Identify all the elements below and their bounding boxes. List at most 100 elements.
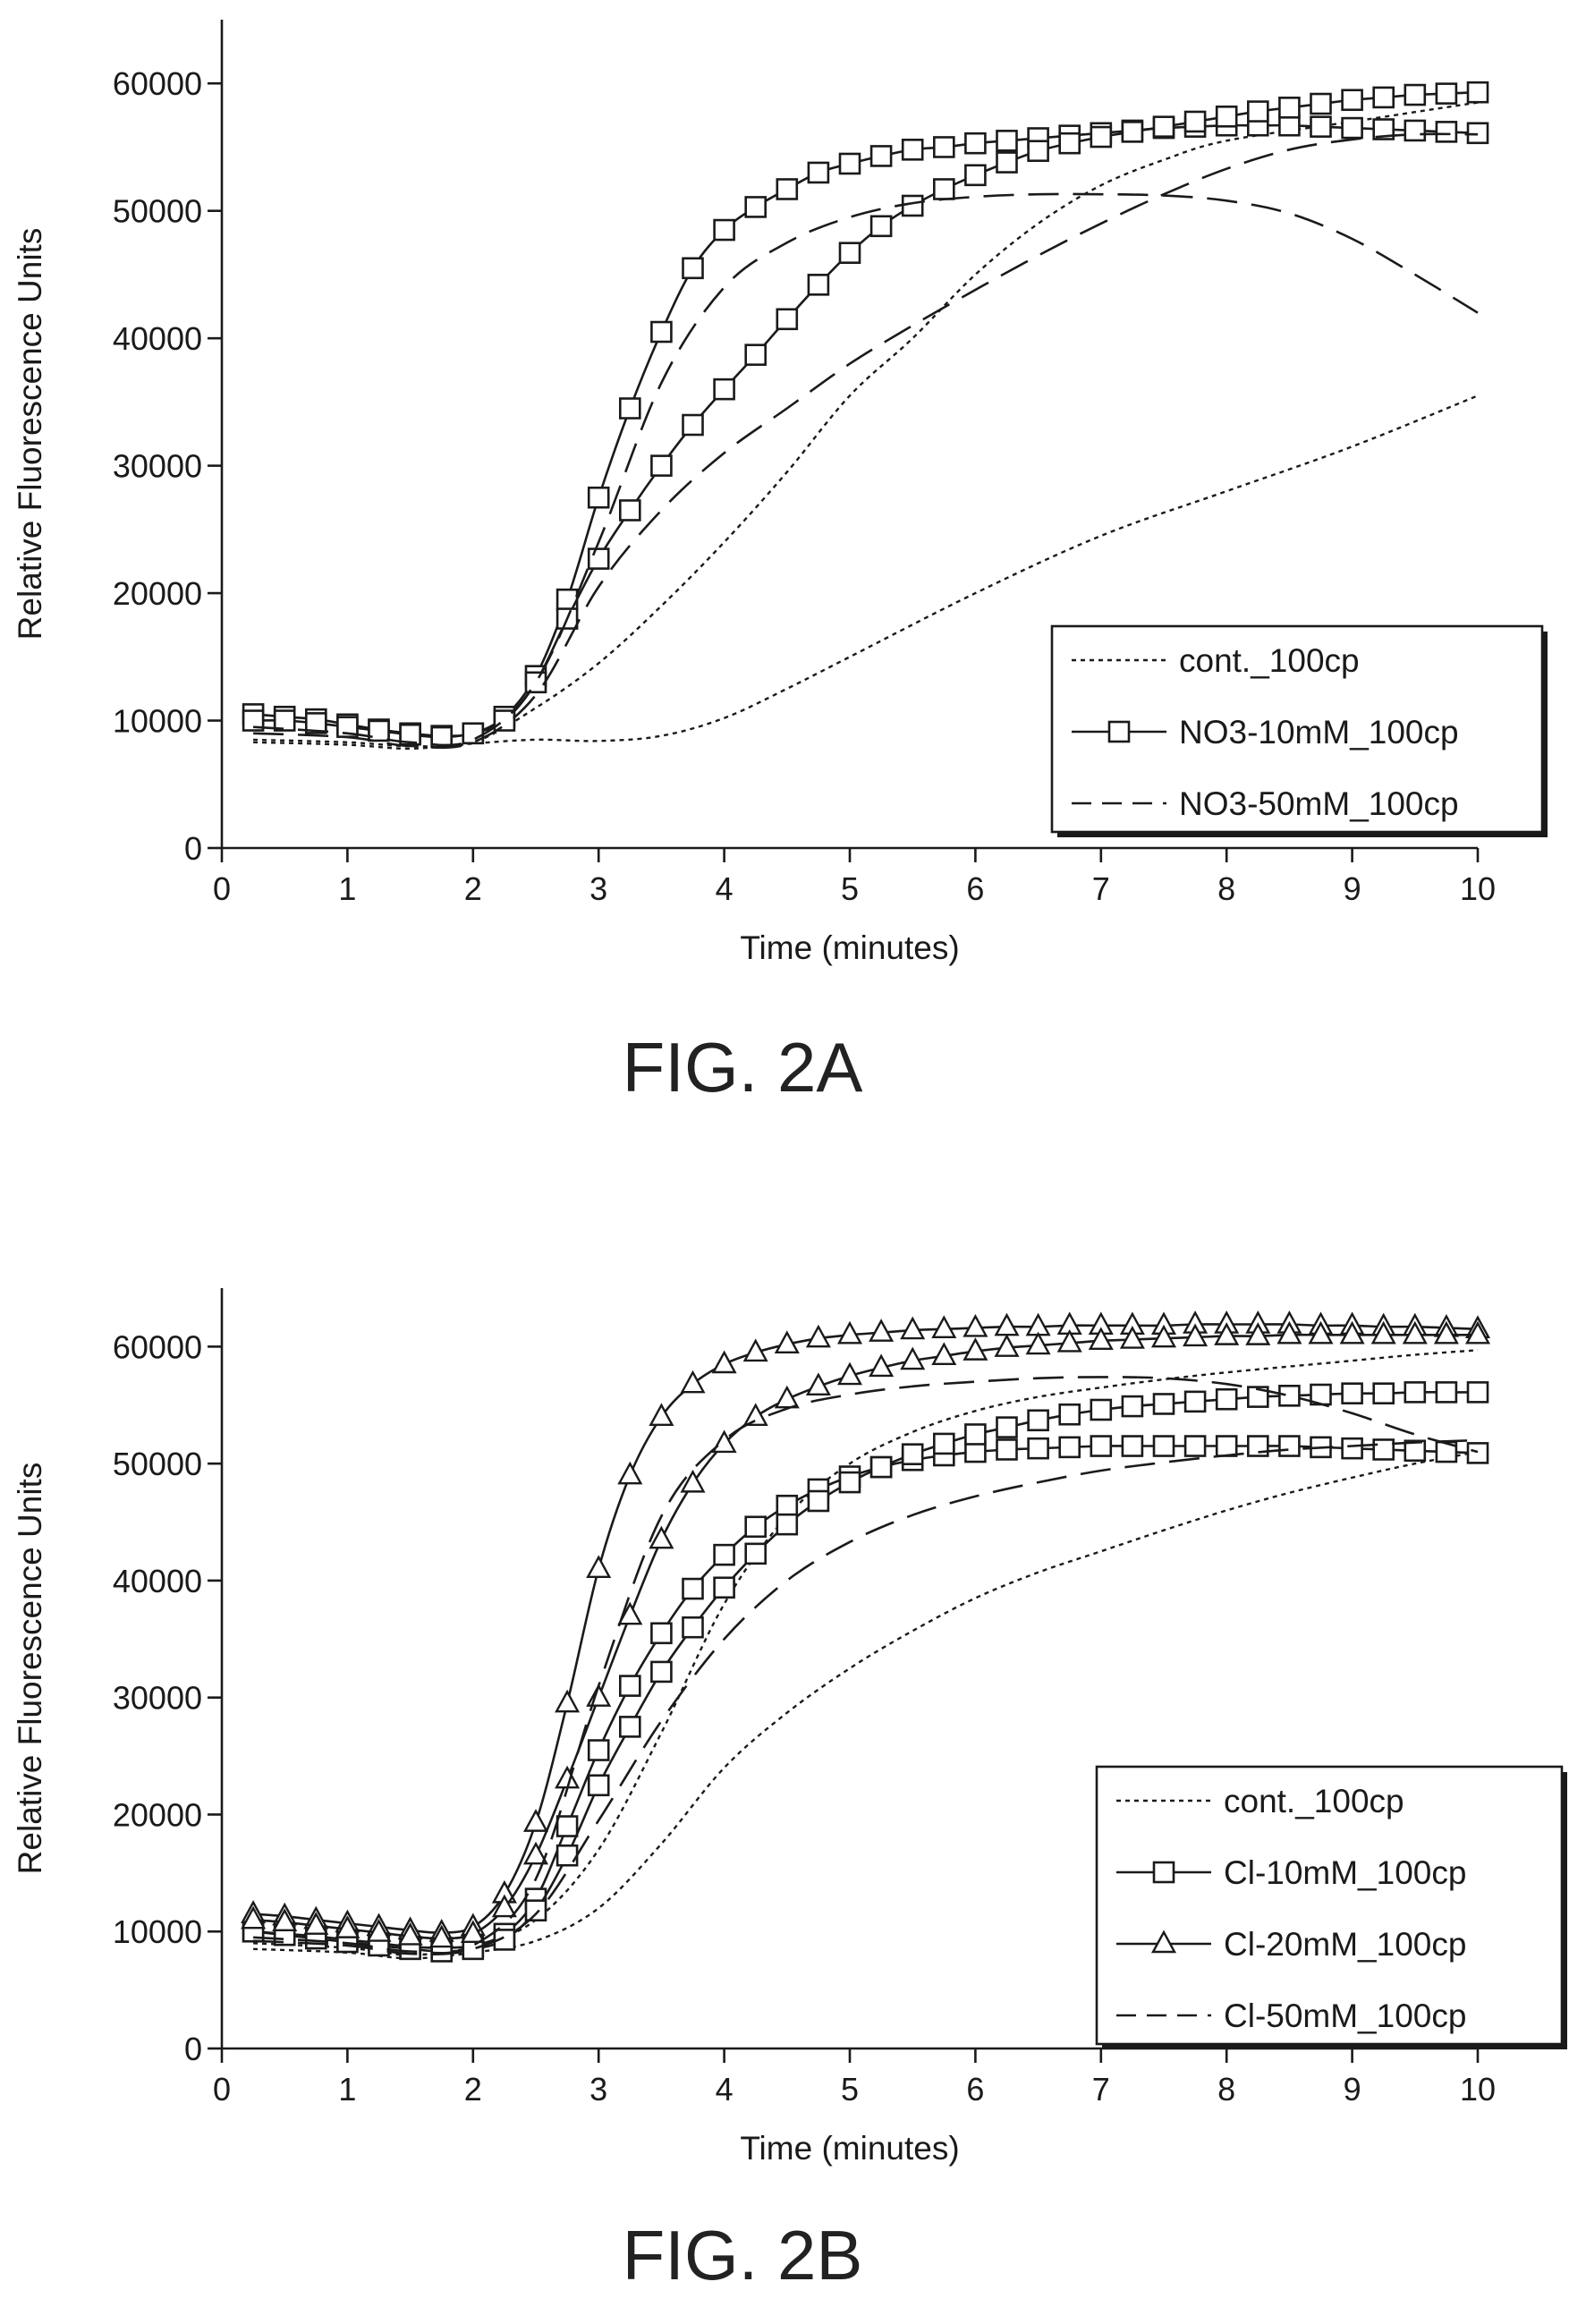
series-cl-20mm-100cp-5-marker-8 (491, 1894, 517, 1918)
series-cl-20mm-100cp-5-marker-18 (805, 1372, 831, 1396)
x-tick-label: 10 (1460, 870, 1496, 907)
series-cl-20mm-100cp-5-marker-5 (397, 1921, 423, 1946)
series-no3-10mm-100cp-2-marker-19 (838, 152, 861, 175)
series-cl-10mm-100cp-2-marker-32 (1247, 1435, 1269, 1457)
series-cl-10mm-100cp-2-marker-12 (618, 1675, 641, 1697)
series-cl-20mm-100cp-5-marker-16 (742, 1403, 768, 1427)
y-tick-label: 40000 (113, 320, 202, 357)
x-tick-label: 2 (464, 870, 482, 907)
series-no3-10mm-100cp-3-marker-35 (1341, 89, 1363, 112)
chart-panel-1: 0 10000 20000 30000 40000 50000 60000 0 1 2 3 4 5 6 7 8… (12, 20, 1548, 1107)
y-tick-label: 60000 (113, 65, 202, 102)
series-cl-10mm-100cp-3-marker-10 (556, 1844, 579, 1867)
legend-label: NO3-50mM_100cp (1179, 785, 1459, 822)
series-cl-20mm-100cp-5-marker-39 (1464, 1320, 1491, 1344)
series-cl-20mm-100cp-5-marker-37 (1402, 1320, 1428, 1344)
series-cl-10mm-100cp-2-marker-13 (650, 1622, 673, 1645)
series-cl-20mm-100cp-5-marker-30 (1183, 1323, 1209, 1347)
y-tick-label: 20000 (113, 1796, 202, 1833)
series-cl-10mm-100cp-3-marker-14 (682, 1616, 704, 1639)
series-cl-10mm-100cp-2-marker-24 (996, 1438, 1018, 1461)
series-cl-20mm-100cp-4-marker-19 (836, 1320, 863, 1344)
x-tick-label: 0 (213, 870, 231, 907)
series-no3-10mm-100cp-2-marker-12 (618, 397, 641, 420)
x-tick-label: 1 (338, 870, 356, 907)
series-cl-20mm-100cp-5-marker-17 (774, 1385, 800, 1409)
series-no3-10mm-100cp-3-marker-12 (618, 499, 641, 522)
series-cl-20mm-100cp-5-marker-9 (522, 1841, 549, 1865)
series-cl-10mm-100cp-3-marker-13 (650, 1660, 673, 1684)
series-no3-10mm-100cp-3-marker-9 (524, 671, 547, 694)
y-tick-label: 10000 (113, 1913, 202, 1950)
y-tick-label: 30000 (113, 1680, 202, 1717)
series-cl-10mm-100cp-2-marker-25 (1027, 1437, 1049, 1460)
chart-legend: cont._100cp Cl-10mM_100cp Cl-20mM_100cp Cl-… (1095, 1765, 1567, 2049)
series-no3-10mm-100cp-3-marker-34 (1310, 92, 1332, 115)
series-no3-10mm-100cp-3-marker-23 (964, 164, 987, 187)
series-cl-20mm-100cp-4-marker-22 (931, 1315, 957, 1338)
series-cl-20mm-100cp-4-marker-14 (680, 1370, 706, 1394)
series-no3-10mm-100cp-3 (242, 81, 1489, 749)
y-tick-label: 60000 (113, 1328, 202, 1365)
series-cl-20mm-100cp-4-marker-17 (774, 1330, 800, 1353)
series-no3-10mm-100cp-3-marker-30 (1183, 110, 1207, 133)
series-cl-10mm-100cp-3-marker-22 (933, 1432, 955, 1455)
series-cl-20mm-100cp-5-marker-36 (1370, 1320, 1396, 1344)
x-tick-label: 6 (966, 2071, 984, 2108)
legend-label: cont._100cp (1224, 1783, 1404, 1819)
x-tick-label: 5 (841, 2071, 859, 2108)
series-no3-10mm-100cp-3-marker-38 (1435, 82, 1458, 105)
series-cl-20mm-100cp-5-marker-15 (711, 1429, 737, 1454)
series-cl-10mm-100cp-3-marker-29 (1152, 1393, 1175, 1415)
x-axis-title: Time (minutes) (740, 929, 959, 966)
series-no3-10mm-100cp-2-marker-39 (1466, 122, 1489, 145)
series-cl-20mm-100cp-5-marker-25 (1025, 1331, 1051, 1355)
series-cl-10mm-100cp-2-marker-14 (682, 1577, 704, 1600)
series-cl-20mm-100cp-5-marker-34 (1308, 1320, 1334, 1344)
series-cl-20mm-100cp-5-marker-12 (617, 1601, 643, 1625)
series-cl-50mm-100cp-6 (253, 1376, 1479, 1955)
series-cl-10mm-100cp-2-marker-17 (776, 1494, 799, 1517)
series-no3-10mm-100cp-3-marker-37 (1404, 83, 1427, 106)
series-no3-10mm-100cp-3-marker-29 (1152, 115, 1175, 138)
series-cl-20mm-100cp-5-marker-33 (1276, 1320, 1302, 1344)
legend-swatch-marker-2 (1150, 1930, 1177, 1954)
series-cl-10mm-100cp-3-marker-24 (996, 1416, 1018, 1438)
x-tick-label: 6 (966, 870, 984, 907)
series-cl-20mm-100cp-5-marker-7 (460, 1920, 486, 1944)
series-no3-50mm-100cp-5 (253, 132, 1479, 750)
series-cl-20mm-100cp-5-marker-32 (1245, 1322, 1271, 1345)
series-cl-10mm-100cp-3-marker-38 (1435, 1381, 1458, 1404)
series-no3-10mm-100cp-3-marker-19 (838, 242, 861, 265)
series-cont-100cp-1-line (253, 101, 1479, 748)
series-cl-10mm-100cp-3-marker-36 (1372, 1382, 1395, 1404)
series-no3-10mm-100cp-3-marker-39 (1466, 81, 1489, 104)
chart-panel-2: 0 10000 20000 30000 40000 50000 60000 0 1 2 3 4 5 6 7 8… (12, 1288, 1567, 2294)
legend-box (1095, 1765, 1564, 2046)
series-no3-10mm-100cp-3-marker-31 (1215, 105, 1238, 128)
series-cl-20mm-100cp-5-marker-0 (241, 1905, 267, 1930)
series-cl-20mm-100cp-5-marker-29 (1150, 1324, 1177, 1348)
series-cl-20mm-100cp-5-marker-38 (1433, 1320, 1459, 1344)
legend-box (1050, 624, 1544, 834)
series-no3-10mm-100cp-3-marker-28 (1121, 121, 1144, 143)
series-cl-10mm-100cp-3-marker-37 (1404, 1381, 1427, 1404)
series-no3-10mm-100cp-3-marker-1 (273, 709, 296, 732)
series-no3-10mm-100cp-2-marker-34 (1310, 115, 1332, 138)
y-tick-label: 0 (184, 830, 202, 867)
series-cl-10mm-100cp-3-marker-15 (713, 1576, 735, 1599)
series-cl-10mm-100cp-3-marker-31 (1215, 1387, 1238, 1411)
series-cl-20mm-100cp-4-marker-12 (617, 1461, 643, 1485)
series-cl-10mm-100cp-3-marker-32 (1247, 1386, 1269, 1408)
series-cl-10mm-100cp-3-marker-30 (1183, 1390, 1207, 1413)
series-cl-20mm-100cp-5-marker-4 (366, 1919, 392, 1942)
series-no3-10mm-100cp-2-marker-13 (650, 320, 673, 344)
series-cl-50mm-100cp-6-line (253, 1376, 1479, 1955)
series-no3-10mm-100cp-2-marker-23 (964, 131, 987, 155)
x-tick-label: 0 (213, 2071, 231, 2108)
series-no3-10mm-100cp-2-marker-21 (901, 139, 924, 161)
x-tick-label: 2 (464, 2071, 482, 2108)
series-no3-10mm-100cp-2-marker-16 (744, 196, 768, 218)
series-cl-20mm-100cp-4-marker-9 (522, 1809, 549, 1832)
